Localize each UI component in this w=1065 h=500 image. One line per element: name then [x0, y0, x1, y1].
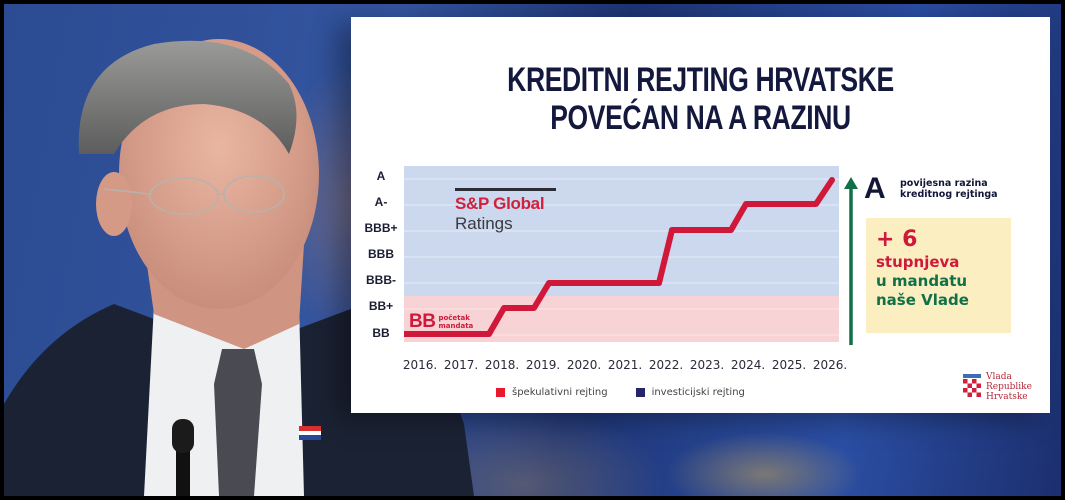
highlight-rating: A	[864, 172, 886, 205]
y-label-bbb-minus: BBB-	[366, 273, 396, 287]
improvement-callout: + 6 stupnjeva u mandatu naše Vlade	[866, 218, 1011, 333]
legend-speculative: špekulativni rejting	[496, 387, 608, 398]
infographic-title: KREDITNI REJTING HRVATSKE POVEĆAN NA A R…	[428, 61, 973, 137]
infographic-card: KREDITNI REJTING HRVATSKE POVEĆAN NA A R…	[351, 17, 1050, 413]
y-label-a: A	[376, 169, 386, 183]
government-logo: Vlada Republike Hrvatske	[962, 372, 1032, 402]
image-frame: KREDITNI REJTING HRVATSKE POVEĆAN NA A R…	[4, 4, 1061, 496]
chart-legend: špekulativni rejting investicijski rejti…	[496, 387, 745, 398]
y-label-bbb-plus: BBB+	[364, 221, 398, 235]
y-label-bb-plus: BB+	[368, 299, 394, 313]
start-rating-tag: BB početak mandata	[409, 311, 474, 332]
x-axis-labels: 2016. 2017. 2018. 2019. 2020. 2021. 2022…	[402, 358, 848, 372]
highlight-caption: povijesna razina kreditnog rejtinga	[900, 178, 998, 200]
y-label-a-minus: A-	[374, 195, 388, 209]
rating-line	[404, 177, 835, 337]
sp-global-logo: S&P Global Ratings	[455, 188, 556, 234]
legend-investment: investicijski rejting	[635, 387, 745, 398]
y-label-bb: BB	[372, 326, 390, 340]
up-arrow-icon	[844, 177, 858, 345]
croatian-coat-of-arms-icon	[963, 374, 981, 397]
y-label-bbb: BBB	[368, 247, 394, 261]
rating-chart	[404, 166, 839, 342]
title-line-1: KREDITNI REJTING HRVATSKE	[507, 61, 894, 99]
title-line-2: POVEĆAN NA A RAZINU	[550, 99, 851, 137]
